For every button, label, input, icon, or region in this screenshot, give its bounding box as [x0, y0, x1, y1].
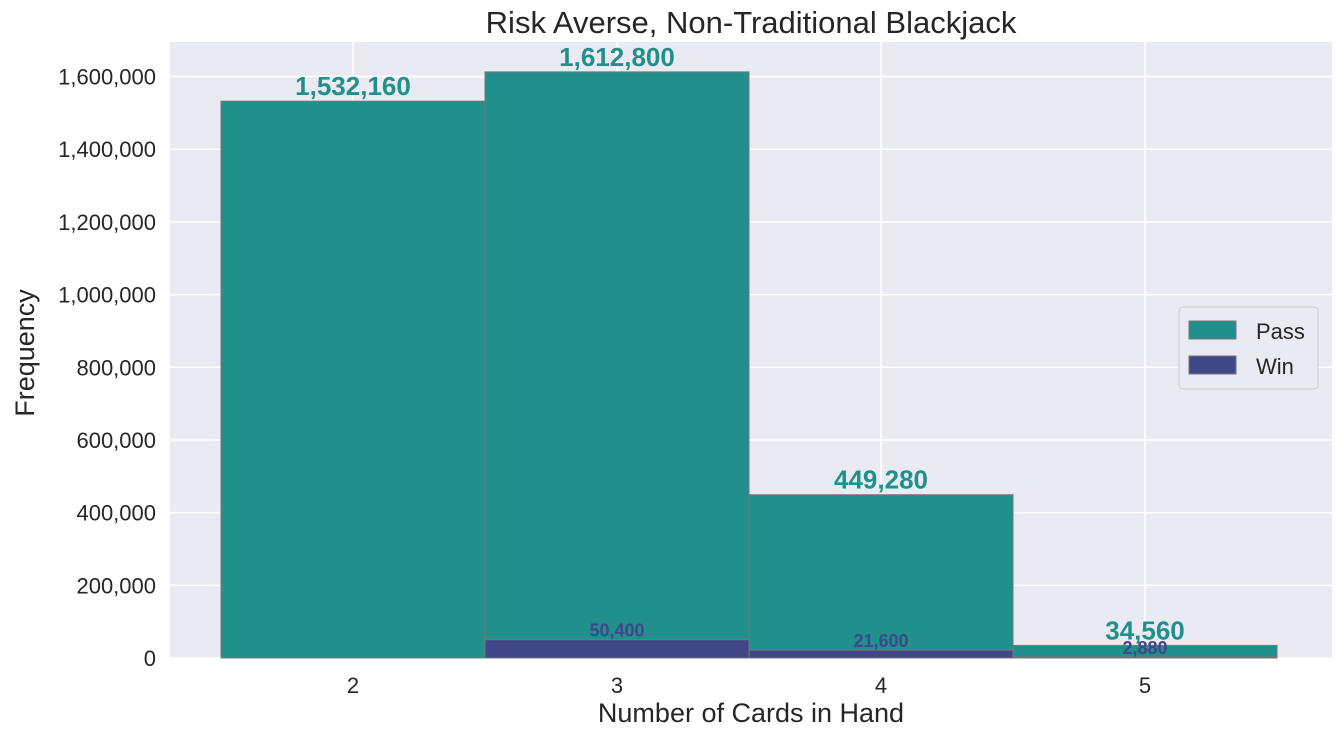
y-axis-ticks: 0 200,000 400,000 600,000 800,000 1,000,000 1,… [58, 65, 156, 671]
data-label-win-4: 21,600 [853, 631, 908, 651]
bar-pass-4 [748, 494, 1014, 659]
data-label-pass-5: 34,560 [1105, 615, 1185, 645]
y-axis-label: Frequency [10, 289, 40, 417]
bar-win-5 [1012, 656, 1278, 659]
data-label-pass-2: 1,532,160 [295, 71, 411, 101]
data-label-win-5: 2,880 [1122, 638, 1167, 658]
bars [220, 71, 1278, 659]
y-tick-label: 800,000 [76, 355, 156, 380]
legend: Pass Win [1178, 306, 1319, 390]
bar-win-3 [484, 639, 750, 659]
legend-label-pass: Pass [1256, 319, 1305, 344]
x-axis-label: Number of Cards in Hand [598, 698, 904, 728]
data-label-pass-3: 1,612,800 [559, 42, 675, 72]
data-label-win-3: 50,400 [589, 621, 644, 641]
legend-label-win: Win [1256, 354, 1294, 379]
x-tick-label: 4 [875, 673, 887, 698]
legend-swatch-pass [1188, 320, 1237, 340]
x-tick-label: 5 [1139, 673, 1151, 698]
y-tick-label: 1,600,000 [58, 65, 156, 90]
bar-pass-2 [220, 100, 486, 659]
x-axis-ticks: 2 3 4 5 [347, 673, 1151, 698]
chart-title: Risk Averse, Non-Traditional Blackjack [486, 5, 1017, 40]
value-labels: 1,532,160 1,612,800 449,280 34,560 50,400 21,… [295, 42, 1185, 658]
y-tick-label: 1,200,000 [58, 210, 156, 235]
y-tick-label: 600,000 [76, 428, 156, 453]
x-tick-label: 3 [611, 673, 623, 698]
y-tick-label: 200,000 [76, 573, 156, 598]
y-tick-label: 1,400,000 [58, 137, 156, 162]
legend-swatch-win [1188, 355, 1237, 375]
y-tick-label: 400,000 [76, 501, 156, 526]
data-label-pass-4: 449,280 [834, 465, 928, 495]
bar-win-4 [748, 649, 1014, 659]
y-tick-label: 0 [144, 646, 156, 671]
x-tick-label: 2 [347, 673, 359, 698]
bar-pass-3 [484, 71, 750, 659]
y-tick-label: 1,000,000 [58, 283, 156, 308]
